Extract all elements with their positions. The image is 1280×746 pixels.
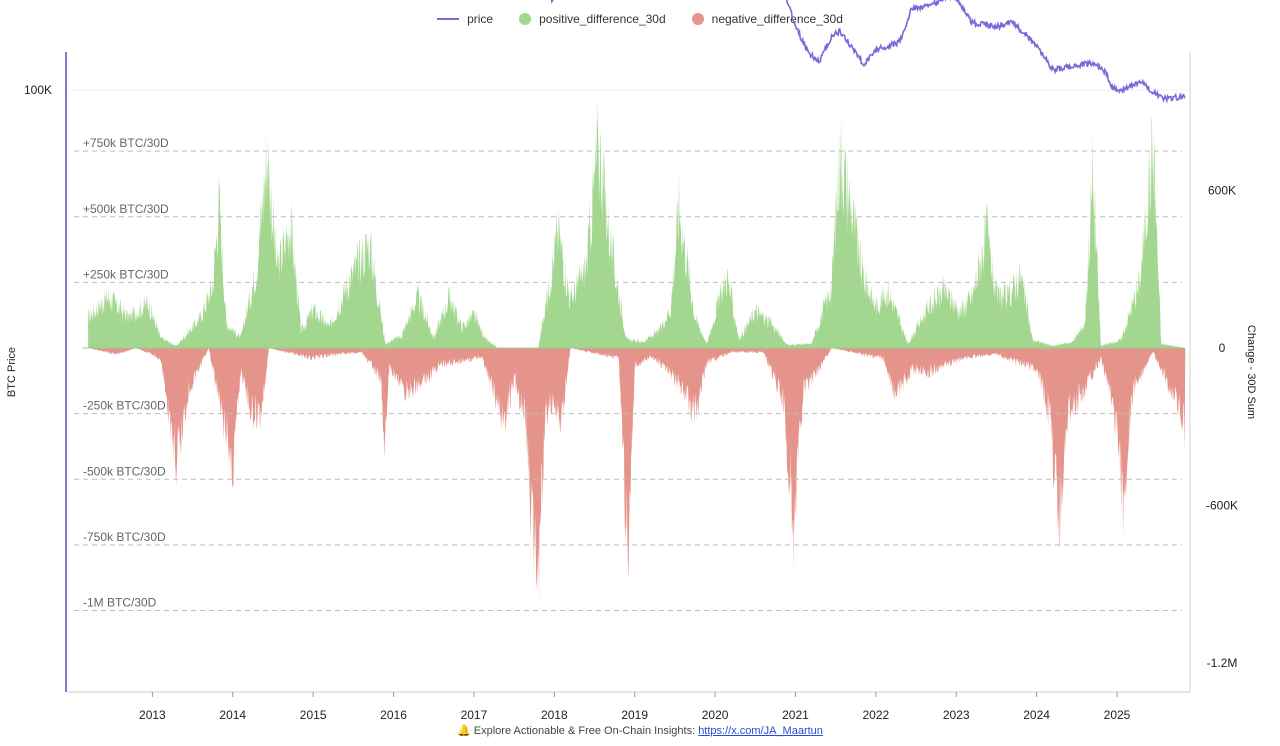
price-line-icon [437, 18, 460, 20]
reference-label-5: -750k BTC/30D [83, 530, 166, 544]
legend-item-negative[interactable]: negative_difference_30d [691, 12, 843, 26]
x-tick-label-1: 2014 [219, 708, 246, 722]
reference-label-1: +500k BTC/30D [83, 202, 169, 216]
reference-label-2: +250k BTC/30D [83, 267, 169, 281]
x-tick-label-11: 2024 [1023, 708, 1050, 722]
price-line [550, 0, 1186, 104]
red-dot-icon [691, 13, 704, 25]
area-layer [88, 97, 1186, 603]
legend: price positive_difference_30d negative_d… [0, 12, 1280, 26]
legend-label-negative: negative_difference_30d [711, 12, 843, 26]
right-tick-label-0: 600K [1208, 184, 1236, 198]
reference-label-4: -500k BTC/30D [83, 464, 166, 478]
positive-difference-area [88, 97, 1186, 348]
left-tick-label-5: 100K [24, 83, 52, 97]
reference-lines: +750k BTC/30D +500k BTC/30D +250k BTC/30D -… [74, 136, 1182, 611]
x-tick-label-5: 2018 [541, 708, 568, 722]
legend-item-price[interactable]: price [437, 12, 493, 26]
price-layer [550, 0, 1186, 104]
reference-label-0: +750k BTC/30D [83, 136, 169, 150]
footer: 🔔 Explore Actionable & Free On-Chain Insi… [0, 724, 1280, 737]
reference-label-6: -1M BTC/30D [83, 596, 157, 610]
right-axis-title: Change - 30D Sum [1245, 325, 1257, 419]
right-tick-label-3: -1.2M [1207, 656, 1238, 670]
left-axis-title: BTC Price [6, 347, 18, 397]
axis-layer: 2013 2014 2015 2016 2017 2018 2019 2020 2021 2022… [6, 52, 1257, 722]
x-tick-label-0: 2013 [139, 708, 166, 722]
legend-item-positive[interactable]: positive_difference_30d [519, 12, 666, 26]
legend-label-price: price [467, 12, 494, 26]
x-tick-label-10: 2023 [943, 708, 970, 722]
bell-icon: 🔔 [457, 725, 471, 737]
reference-label-3: -250k BTC/30D [83, 399, 166, 413]
x-tick-label-4: 2017 [461, 708, 488, 722]
x-tick-label-3: 2016 [380, 708, 407, 722]
footer-link[interactable]: https://x.com/JA_Maartun [698, 725, 823, 737]
right-tick-label-1: 0 [1219, 341, 1226, 355]
green-dot-icon [519, 13, 532, 25]
x-tick-label-12: 2025 [1104, 708, 1131, 722]
x-tick-label-6: 2019 [621, 708, 648, 722]
legend-label-positive: positive_difference_30d [539, 12, 666, 26]
footer-text: Explore Actionable & Free On-Chain Insig… [473, 725, 696, 737]
x-tick-label-7: 2020 [702, 708, 729, 722]
grid-layer [68, 89, 1190, 91]
negative-difference-area [88, 348, 1186, 603]
right-tick-label-2: -600K [1206, 499, 1238, 513]
x-tick-label-2: 2015 [300, 708, 327, 722]
x-tick-label-8: 2021 [782, 708, 809, 722]
x-tick-label-9: 2022 [862, 708, 889, 722]
